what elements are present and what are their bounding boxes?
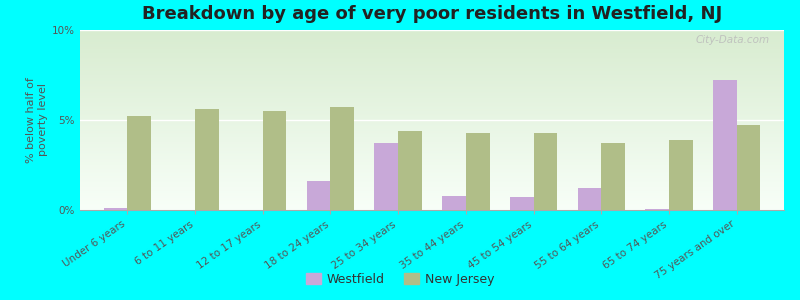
Bar: [104, 208, 127, 210]
Bar: [466, 133, 490, 210]
Legend: Westfield, New Jersey: Westfield, New Jersey: [301, 268, 499, 291]
Bar: [737, 125, 760, 210]
Bar: [306, 181, 330, 210]
Bar: [330, 107, 354, 210]
Bar: [374, 143, 398, 210]
Bar: [602, 143, 625, 210]
Bar: [262, 111, 286, 210]
Bar: [510, 197, 534, 210]
Bar: [442, 196, 466, 210]
Bar: [713, 80, 737, 210]
Bar: [195, 109, 218, 210]
Bar: [578, 188, 602, 210]
Bar: [646, 209, 669, 210]
Bar: [127, 116, 151, 210]
Y-axis label: % below half of
poverty level: % below half of poverty level: [26, 77, 48, 163]
Bar: [669, 140, 693, 210]
Title: Breakdown by age of very poor residents in Westfield, NJ: Breakdown by age of very poor residents …: [142, 5, 722, 23]
Bar: [534, 133, 558, 210]
Text: City-Data.com: City-Data.com: [696, 35, 770, 45]
Bar: [398, 131, 422, 210]
